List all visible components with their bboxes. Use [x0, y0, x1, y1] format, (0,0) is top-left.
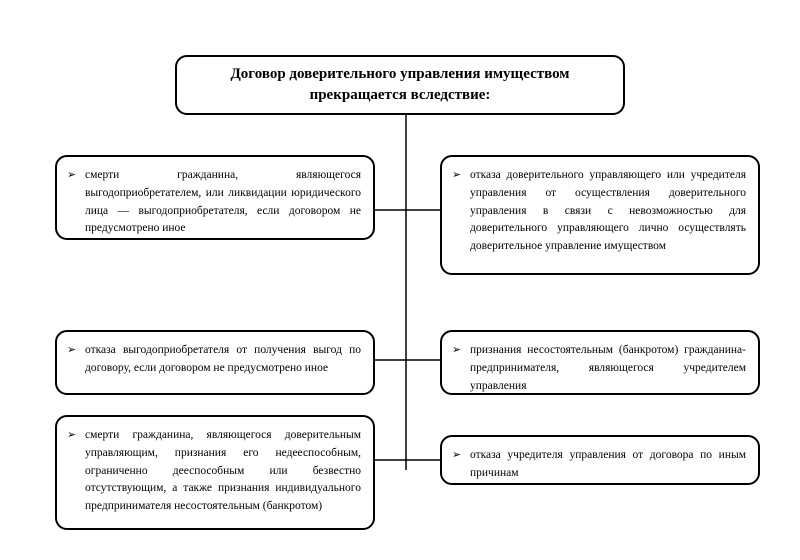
node-text: отказа выгодоприобретателя от получения … [85, 344, 361, 374]
node-left-3: смерти гражданина, являющегося доверител… [55, 415, 375, 530]
title-line1: Договор доверительного управления имущес… [230, 66, 569, 82]
node-right-3: отказа учредителя управления от договора… [440, 435, 760, 485]
title-box: Договор доверительного управления имущес… [175, 55, 625, 115]
title-line2: прекращается вследствие: [310, 87, 491, 103]
node-right-2: признания несостоятельным (банкротом) гр… [440, 330, 760, 395]
node-text: отказа учредителя управления от договора… [470, 449, 746, 479]
node-left-1: смерти гражданина, являющегося выгодопри… [55, 155, 375, 240]
node-right-1: отказа доверительного управляющего или у… [440, 155, 760, 275]
node-text: отказа доверительного управляющего или у… [470, 169, 746, 252]
node-text: признания несостоятельным (банкротом) гр… [470, 344, 746, 392]
node-text: смерти гражданина, являющегося выгодопри… [85, 169, 361, 234]
node-left-2: отказа выгодоприобретателя от получения … [55, 330, 375, 395]
node-text: смерти гражданина, являющегося доверител… [85, 429, 361, 512]
